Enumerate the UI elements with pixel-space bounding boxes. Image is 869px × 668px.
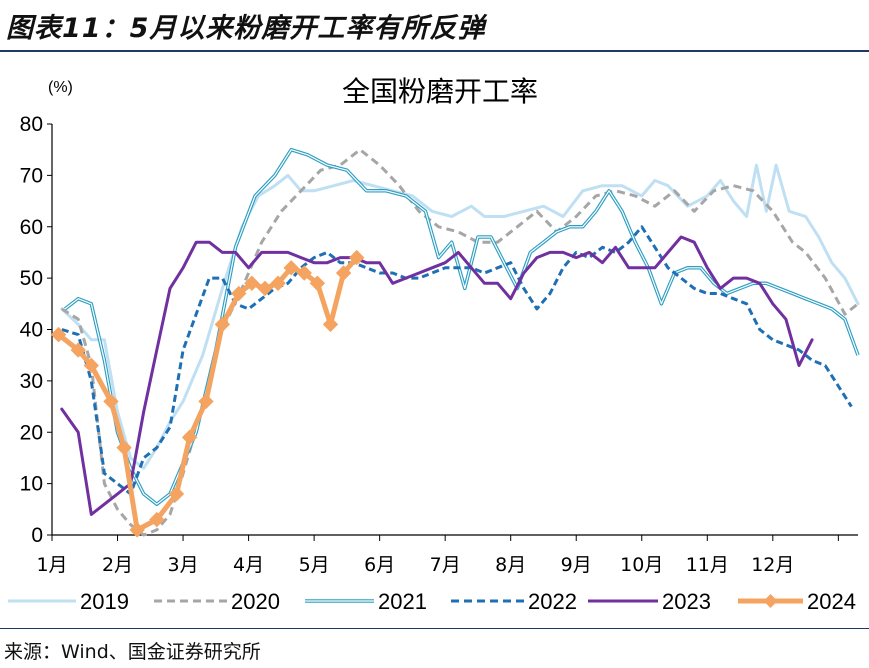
y-tick-label: 0 bbox=[31, 524, 43, 547]
y-tick-label: 50 bbox=[20, 267, 43, 290]
series-line-2020 bbox=[61, 148, 859, 537]
data-point bbox=[270, 275, 286, 291]
legend-item-2023: 2023 bbox=[588, 589, 711, 614]
data-point bbox=[50, 326, 67, 343]
y-tick-label: 20 bbox=[20, 421, 43, 444]
data-point bbox=[198, 393, 214, 410]
x-tick-label: 7月 bbox=[430, 554, 461, 576]
data-point bbox=[116, 439, 132, 456]
x-tick-label: 9月 bbox=[561, 554, 592, 576]
legend-label: 2022 bbox=[528, 589, 577, 614]
legend-label: 2019 bbox=[80, 589, 129, 614]
data-point bbox=[335, 265, 352, 281]
bottom-divider bbox=[0, 628, 869, 629]
chart-title: 全国粉磨开工率 bbox=[342, 75, 538, 108]
data-point bbox=[322, 316, 339, 333]
data-point bbox=[181, 429, 198, 446]
legend-item-2021: 2021 bbox=[305, 589, 427, 614]
x-tick-label: 2月 bbox=[102, 554, 133, 576]
x-tick-label: 3月 bbox=[168, 554, 199, 576]
data-point bbox=[83, 357, 100, 374]
series-2023 bbox=[60, 235, 814, 516]
data-point bbox=[214, 316, 231, 333]
legend-label: 2023 bbox=[662, 589, 711, 614]
series-line-2019 bbox=[60, 163, 860, 470]
x-tick-label: 11月 bbox=[686, 554, 729, 576]
legend-label: 2021 bbox=[378, 589, 427, 614]
legend-label: 2024 bbox=[807, 589, 856, 614]
legend: 2019 2020 2021 2022 2023 2024 bbox=[8, 589, 856, 614]
series-layer bbox=[50, 147, 860, 538]
x-tick-label: 12月 bbox=[751, 554, 794, 576]
series-2019 bbox=[60, 163, 860, 470]
series-line-2022 bbox=[61, 225, 853, 496]
data-point bbox=[231, 285, 247, 302]
data-point bbox=[129, 522, 145, 538]
y-tick-label: 80 bbox=[20, 113, 43, 136]
series-2024 bbox=[50, 249, 365, 538]
line-chart: 全国粉磨开工率 (%) 0 10 20 30 40 50 60 70 80 1月 2月 3月 4月 5月 6… bbox=[8, 75, 860, 614]
x-tick-label: 1月 bbox=[36, 554, 67, 576]
axes: 0 10 20 30 40 50 60 70 80 1月 2月 3月 4月 5月 6月 7月 8月 9月 10月 11… bbox=[20, 113, 858, 576]
data-point bbox=[149, 511, 165, 528]
data-point bbox=[168, 486, 185, 502]
data-point bbox=[309, 275, 326, 291]
series-2020 bbox=[61, 148, 859, 537]
data-point bbox=[257, 280, 273, 297]
figure-title: 图表11：5月以来粉磨开工率有所反弹 bbox=[6, 13, 486, 44]
series-line-2024 bbox=[56, 255, 360, 533]
x-tick-label: 8月 bbox=[495, 554, 526, 576]
data-point bbox=[296, 265, 312, 281]
x-tick-label: 5月 bbox=[299, 554, 330, 576]
y-tick-label: 70 bbox=[20, 164, 43, 187]
x-tick-label: 4月 bbox=[233, 554, 264, 576]
legend-item-2024: 2024 bbox=[738, 589, 856, 614]
data-point bbox=[348, 249, 365, 266]
series-line-2023 bbox=[60, 235, 814, 516]
top-divider bbox=[0, 50, 869, 52]
legend-item-2022: 2022 bbox=[451, 589, 577, 614]
data-point bbox=[103, 393, 119, 410]
y-tick-label: 10 bbox=[20, 473, 43, 496]
y-unit-label: (%) bbox=[48, 79, 73, 96]
x-tick-label: 10月 bbox=[620, 554, 663, 576]
legend-label: 2020 bbox=[231, 589, 280, 614]
y-tick-label: 60 bbox=[20, 216, 43, 239]
legend-item-2020: 2020 bbox=[154, 589, 280, 614]
legend-item-2019: 2019 bbox=[8, 589, 129, 614]
y-tick-label: 40 bbox=[20, 319, 43, 342]
data-point bbox=[283, 260, 299, 276]
series-2022 bbox=[61, 225, 853, 496]
legend-marker bbox=[763, 594, 778, 608]
x-tick-label: 6月 bbox=[364, 554, 395, 576]
y-tick-label: 30 bbox=[20, 370, 43, 393]
source-note: 来源：Wind、国金证券研究所 bbox=[4, 641, 261, 663]
data-point bbox=[70, 342, 86, 358]
data-point bbox=[244, 275, 260, 291]
